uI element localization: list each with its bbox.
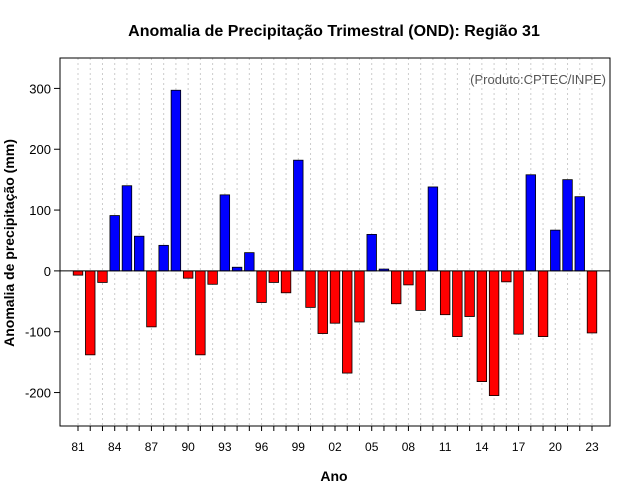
- y-tick-label: -200: [25, 386, 51, 401]
- x-tick-label: 02: [328, 440, 342, 454]
- x-tick-label: 81: [71, 440, 85, 454]
- x-tick-label: 90: [181, 440, 195, 454]
- x-tick-label: 87: [145, 440, 159, 454]
- x-tick-label: 11: [439, 440, 452, 454]
- y-axis-label: Anomalia de precipitação (mm): [1, 139, 17, 347]
- bar-1982: [85, 270, 96, 356]
- bar-1996: [256, 270, 267, 303]
- chart-credit: (Produto:CPTEC/INPE): [470, 72, 606, 87]
- x-tick-label: 20: [549, 440, 563, 454]
- bars: [72, 89, 598, 396]
- bar-2009: [415, 270, 426, 311]
- bar-2017: [513, 270, 524, 335]
- bar-2018: [525, 174, 536, 272]
- bar-1999: [293, 159, 304, 272]
- x-tick-label: 99: [292, 440, 306, 454]
- bar-2011: [439, 270, 451, 316]
- bar-1998: [280, 270, 292, 294]
- x-axis-label: Ano: [320, 468, 347, 484]
- x-tick-label: 93: [218, 440, 232, 454]
- bar-2012: [452, 270, 463, 337]
- x-tick-label: 08: [402, 440, 416, 454]
- grid-lines: [77, 58, 593, 426]
- bar-2022: [574, 196, 585, 272]
- bar-2001: [317, 270, 328, 334]
- bar-2010: [427, 186, 439, 272]
- bar-2021: [562, 179, 573, 272]
- x-tick-label: 23: [585, 440, 599, 454]
- bar-2014: [476, 270, 488, 382]
- bar-1994: [231, 266, 243, 272]
- bar-2002: [329, 270, 341, 324]
- chart-title: Anomalia de Precipitação Trimestral (OND…: [128, 23, 540, 40]
- x-tick-label: 84: [108, 440, 122, 454]
- bar-1989: [170, 89, 182, 272]
- bar-1987: [146, 270, 157, 328]
- bar-1984: [109, 215, 120, 272]
- x-tick-label: 96: [255, 440, 269, 454]
- axes: -200 -100 0 100 200 300 81 84 87 90 93 96 99 02 05 08 11…: [25, 57, 611, 454]
- bar-1990: [182, 270, 194, 279]
- bar-2007: [391, 270, 402, 305]
- bar-1997: [268, 270, 279, 283]
- bar-1992: [207, 270, 218, 285]
- bar-2000: [305, 270, 316, 308]
- bar-2005: [366, 233, 377, 272]
- y-tick-label: 200: [29, 142, 51, 157]
- bar-2004: [354, 270, 365, 323]
- bar-1985: [121, 185, 133, 272]
- bar-2023: [586, 270, 598, 334]
- bar-2013: [464, 270, 475, 317]
- y-tick-label: -100: [25, 325, 51, 340]
- x-tick-label: 14: [475, 440, 489, 454]
- bar-1986: [134, 235, 145, 272]
- bar-2016: [501, 270, 512, 283]
- bar-2020: [550, 229, 561, 272]
- bar-1981: [72, 270, 84, 276]
- bar-2008: [403, 270, 414, 286]
- x-tick-label: 17: [512, 440, 526, 454]
- bar-2015: [488, 270, 500, 396]
- bar-1993: [219, 194, 231, 272]
- bar-2003: [342, 270, 353, 374]
- bar-1991: [195, 270, 206, 356]
- y-tick-label: 0: [44, 264, 51, 279]
- y-tick-label: 100: [29, 203, 51, 218]
- bar-1995: [244, 252, 255, 272]
- bar-1983: [97, 270, 108, 283]
- bar-1988: [158, 244, 169, 272]
- bar-2019: [537, 270, 549, 337]
- x-tick-label: 05: [365, 440, 379, 454]
- y-tick-label: 300: [29, 81, 51, 96]
